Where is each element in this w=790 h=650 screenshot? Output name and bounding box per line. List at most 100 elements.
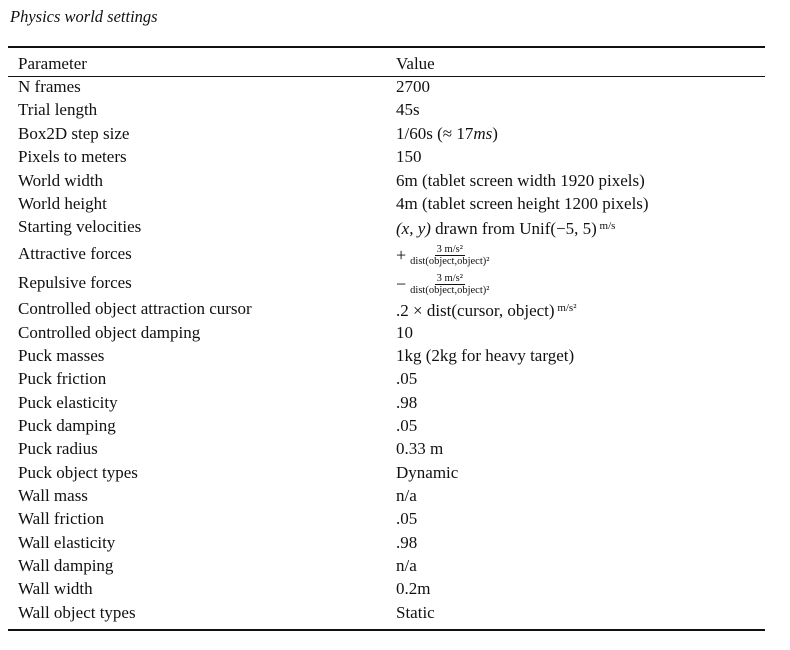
value-unit: m/s² <box>554 302 577 314</box>
value-text: 1kg (2kg for heavy target) <box>396 346 575 365</box>
parameter-cell: Puck object types <box>18 463 138 482</box>
parameter-cell: Wall mass <box>18 486 88 505</box>
parameter-cell: Wall elasticity <box>18 533 116 552</box>
value-text: ) <box>492 124 498 143</box>
table-row: Controlled object damping 10 <box>8 321 765 344</box>
table-row: Puck damping .05 <box>8 414 765 437</box>
fraction-numerator: 3 m/s² <box>434 272 465 285</box>
table-row: Wall friction .05 <box>8 507 765 530</box>
parameter-cell: Controlled object attraction cursor <box>18 299 252 318</box>
parameter-cell: Wall object types <box>18 603 136 622</box>
parameter-cell: Puck friction <box>18 369 107 388</box>
value-cell: 0.2m <box>396 577 430 600</box>
bottom-rule <box>8 629 765 631</box>
fraction-numerator: 3 m/s² <box>434 243 465 256</box>
parameter-cell: Puck radius <box>18 439 98 458</box>
table-row: Wall object types Static <box>8 601 765 624</box>
parameter-cell: Attractive forces <box>18 244 132 263</box>
parameter-cell: Pixels to meters <box>18 147 127 166</box>
force-fraction: 3 m/s² dist(object,object)² <box>408 244 491 267</box>
parameter-cell: World height <box>18 194 107 213</box>
value-text: .2 × dist(cursor, object) <box>396 301 555 320</box>
value-text: .05 <box>396 369 418 388</box>
value-cell: n/a <box>396 554 417 577</box>
value-text: 2700 <box>396 77 430 96</box>
value-text: .98 <box>396 393 418 412</box>
table-row: Trial length 45s <box>8 98 765 121</box>
value-cell: .05 <box>396 414 417 437</box>
value-text: 150 <box>396 147 422 166</box>
value-text: 1/60s (≈ 17 <box>396 124 474 143</box>
fraction-denominator: dist(object,object)² <box>410 284 490 296</box>
parameter-cell: Controlled object damping <box>18 323 201 342</box>
table-row: Puck elasticity .98 <box>8 391 765 414</box>
force-fraction: 3 m/s² dist(object,object)² <box>408 273 491 296</box>
parameter-cell: N frames <box>18 77 81 96</box>
value-math: (x, y) <box>396 219 431 238</box>
table-row: Puck object types Dynamic <box>8 461 765 484</box>
value-cell: 0.33 m <box>396 437 443 460</box>
table-row: Wall mass n/a <box>8 484 765 507</box>
value-text: 0.2m <box>396 579 431 598</box>
value-cell: 2700 <box>396 75 430 98</box>
table-row: Controlled object attraction cursor .2 × … <box>8 297 765 320</box>
table-row: Pixels to meters 150 <box>8 145 765 168</box>
table-row: World width 6m (tablet screen width 1920 … <box>8 169 765 192</box>
value-cell: 6m (tablet screen width 1920 pixels) <box>396 169 645 192</box>
value-text: Static <box>396 603 435 622</box>
force-sign: + <box>396 244 407 265</box>
value-cell: .2 × dist(cursor, object) m/s² <box>396 297 577 322</box>
value-text: 4m (tablet screen height 1200 pixels) <box>396 194 649 213</box>
table-row: Puck masses 1kg (2kg for heavy target) <box>8 344 765 367</box>
value-text: .98 <box>396 533 418 552</box>
table-row: Repulsive forces −3 m/s² dist(object,objec… <box>8 271 765 296</box>
table-row: Puck radius 0.33 m <box>8 437 765 460</box>
value-cell: Static <box>396 601 435 624</box>
table-row: Wall damping n/a <box>8 554 765 577</box>
value-text: 10 <box>396 323 413 342</box>
value-cell: 45s <box>396 98 420 121</box>
parameter-cell: Wall friction <box>18 509 104 528</box>
value-cell: .05 <box>396 367 417 390</box>
value-cell: .98 <box>396 531 417 554</box>
parameter-cell: Wall damping <box>18 556 114 575</box>
table-row: World height 4m (tablet screen height 120… <box>8 192 765 215</box>
value-cell: 10 <box>396 321 413 344</box>
value-cell: 4m (tablet screen height 1200 pixels) <box>396 192 649 215</box>
value-cell: Dynamic <box>396 461 458 484</box>
parameter-cell: Puck damping <box>18 416 116 435</box>
table-header: Parameter Value <box>8 52 765 74</box>
parameter-cell: World width <box>18 171 104 190</box>
header-rule <box>8 76 765 77</box>
value-cell: .05 <box>396 507 417 530</box>
table-row: Attractive forces +3 m/s² dist(object,obje… <box>8 242 765 267</box>
header-parameter: Parameter <box>18 54 87 73</box>
value-text: 6m (tablet screen width 1920 pixels) <box>396 171 645 190</box>
top-rule <box>8 46 765 48</box>
value-text: 0.33 m <box>396 439 444 458</box>
value-text: .05 <box>396 509 418 528</box>
value-cell: 150 <box>396 145 422 168</box>
fraction-denominator: dist(object,object)² <box>410 255 490 267</box>
table-row: Wall elasticity .98 <box>8 531 765 554</box>
value-cell: .98 <box>396 391 417 414</box>
parameter-cell: Puck elasticity <box>18 393 118 412</box>
value-text: drawn from Unif(−5, 5) <box>430 219 597 238</box>
value-text: n/a <box>396 486 417 505</box>
table-row: N frames 2700 <box>8 75 765 98</box>
table-caption: Physics world settings <box>10 7 158 26</box>
value-unit: m/s <box>596 220 616 232</box>
value-math: ms <box>473 124 493 143</box>
value-text: n/a <box>396 556 417 575</box>
header-value: Value <box>396 54 435 73</box>
value-cell: n/a <box>396 484 417 507</box>
value-text: Dynamic <box>396 463 459 482</box>
table-row: Starting velocities (x, y) drawn from Uni… <box>8 215 765 238</box>
table-row: Box2D step size 1/60s (≈ 17ms) <box>8 122 765 145</box>
value-cell: 1/60s (≈ 17ms) <box>396 122 498 145</box>
force-sign: − <box>396 273 407 294</box>
value-text: .05 <box>396 416 418 435</box>
parameter-cell: Starting velocities <box>18 217 142 236</box>
table-row: Wall width 0.2m <box>8 577 765 600</box>
value-text: 45s <box>396 100 420 119</box>
